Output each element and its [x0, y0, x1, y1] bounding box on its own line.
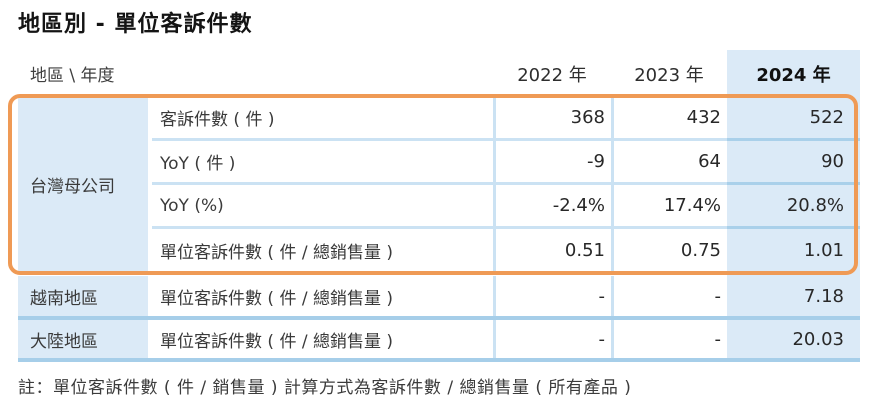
- metric-label: 單位客訴件數 ( 件 / 總銷售量 ): [160, 288, 394, 309]
- value-2024: 90: [727, 141, 860, 185]
- group-vietnam: 越南地區 單位客訴件數 ( 件 / 總銷售量 ) - - 7.18: [18, 276, 860, 320]
- year-header-2022: 2022 年: [517, 64, 587, 86]
- value-2022: -9: [493, 141, 611, 185]
- header-row: 地區 \ 年度 2022 年 2023 年 2024 年: [18, 50, 860, 97]
- region-cell-taiwan: 台灣母公司: [18, 97, 148, 272]
- group-taiwan-parent: 台灣母公司 客訴件數 ( 件 ) 368 432 522 YoY ( 件 ) -…: [18, 97, 860, 272]
- table-row: 單位客訴件數 ( 件 / 總銷售量 ) 0.51 0.75 1.01: [152, 229, 860, 272]
- value-2023: 0.75: [611, 229, 727, 272]
- value-2023: 432: [611, 97, 727, 141]
- value-2022: -: [493, 276, 611, 316]
- value-2023: -: [611, 320, 727, 358]
- year-header-2024: 2024 年: [756, 64, 831, 86]
- table-row: 客訴件數 ( 件 ) 368 432 522: [152, 97, 860, 141]
- table-row: YoY ( 件 ) -9 64 90: [152, 141, 860, 185]
- value-2023: 64: [611, 141, 727, 185]
- metric-label: YoY (%): [152, 185, 493, 229]
- value-2024: 7.18: [803, 285, 844, 307]
- region-cell-china: 大陸地區: [18, 320, 148, 358]
- metric-label: YoY ( 件 ): [152, 141, 493, 185]
- taiwan-rows: 客訴件數 ( 件 ) 368 432 522 YoY ( 件 ) -9 64 9…: [152, 97, 860, 272]
- corner-label: 地區 \ 年度: [30, 66, 115, 86]
- metric-label: 單位客訴件數 ( 件 / 總銷售量 ): [160, 331, 394, 352]
- highlight-column-2024: [727, 50, 860, 362]
- value-2024: 20.8%: [727, 185, 860, 229]
- value-2023: -: [611, 276, 727, 316]
- region-cell-vietnam: 越南地區: [18, 276, 148, 316]
- value-2022: 0.51: [493, 229, 611, 272]
- value-2022: -: [493, 320, 611, 358]
- value-2024: 522: [727, 97, 860, 141]
- footnote: 註：單位客訴件數 ( 件 / 銷售量 ) 計算方式為客訴件數 / 總銷售量 ( …: [18, 378, 632, 398]
- table-row: YoY (%) -2.4% 17.4% 20.8%: [152, 185, 860, 229]
- value-2022: 368: [493, 97, 611, 141]
- value-2022: -2.4%: [493, 185, 611, 229]
- group-china: 大陸地區 單位客訴件數 ( 件 / 總銷售量 ) - - 20.03: [18, 320, 860, 362]
- complaints-table: 地區 \ 年度 2022 年 2023 年 2024 年 台灣母公司 客訴件數 …: [18, 50, 860, 362]
- year-header-2023: 2023 年: [634, 64, 704, 86]
- metric-label: 單位客訴件數 ( 件 / 總銷售量 ): [160, 243, 394, 263]
- metric-label: 客訴件數 ( 件 ): [152, 97, 493, 141]
- page-title: 地區別 - 單位客訴件數: [18, 12, 253, 37]
- value-2024: 20.03: [792, 328, 844, 350]
- value-2023: 17.4%: [611, 185, 727, 229]
- value-2024: 1.01: [803, 240, 844, 261]
